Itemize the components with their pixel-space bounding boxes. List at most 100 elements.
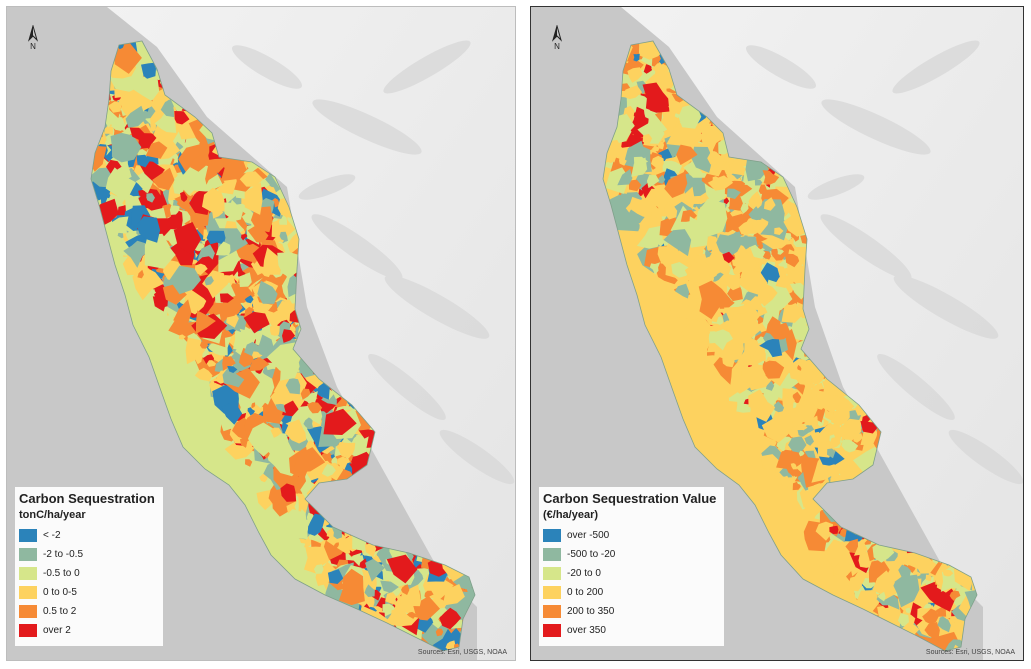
land-patch <box>219 293 234 303</box>
land-patch <box>244 182 263 215</box>
land-patch <box>150 122 156 132</box>
land-patch <box>180 191 188 202</box>
land-patch <box>190 153 210 172</box>
land-patch <box>365 558 385 582</box>
land-patch <box>257 280 278 304</box>
legend-swatch <box>19 548 37 561</box>
land-patch <box>307 402 323 414</box>
map-canvas <box>531 7 1024 661</box>
legend-item: 0 to 0-5 <box>19 583 155 602</box>
land-patch <box>178 334 186 340</box>
legend-title: Carbon Sequestration <box>19 491 155 506</box>
land-patch <box>241 233 248 241</box>
hillshade <box>232 40 515 485</box>
land-patch <box>1020 660 1024 661</box>
land-patch <box>244 295 254 304</box>
land-patch <box>138 189 147 198</box>
north-label: N <box>30 42 36 51</box>
land-patch <box>313 564 324 574</box>
land-patch <box>442 584 465 606</box>
land-patch <box>358 558 368 569</box>
land-patch <box>304 546 334 574</box>
land-patch <box>215 241 231 256</box>
land-patch <box>279 215 287 225</box>
land-patch <box>140 62 156 79</box>
land-patch <box>380 580 399 593</box>
land-patch <box>194 367 213 382</box>
land-patch <box>222 356 236 371</box>
land-patch <box>413 606 429 621</box>
land-patch <box>173 222 202 256</box>
land-patch <box>195 310 216 334</box>
legend-swatch <box>19 586 37 599</box>
land-patch <box>145 193 155 203</box>
land-patch <box>435 628 444 637</box>
legend-label: over 2 <box>43 625 71 636</box>
land-patch <box>195 354 203 365</box>
land-patch <box>113 41 142 74</box>
land-patch <box>104 125 113 135</box>
land-patch <box>333 542 339 549</box>
legend-item: < -2 <box>19 526 155 545</box>
land-patch <box>169 205 180 215</box>
land-patch <box>106 159 122 174</box>
land-patch <box>280 352 300 381</box>
land-patch <box>432 617 440 624</box>
land-patch <box>227 366 238 373</box>
land-patch <box>1023 579 1024 593</box>
land-patch <box>221 401 243 425</box>
land-patch <box>239 436 248 448</box>
map-panel-carbon-sequestration-value: N Carbon Sequestration Value (€/ha/year)… <box>530 6 1024 661</box>
land-patch <box>270 324 280 336</box>
land-patch <box>280 483 297 502</box>
land-patch <box>137 269 144 279</box>
legend-label: -2 to -0.5 <box>43 549 84 560</box>
legend-label: 0.5 to 2 <box>43 606 77 617</box>
legend-label: 0 to 0-5 <box>43 587 77 598</box>
legend-label: < -2 <box>43 530 61 541</box>
land-patch <box>439 607 462 630</box>
land-patch <box>282 400 299 417</box>
north-arrow: N <box>25 24 41 51</box>
land-patch <box>174 111 190 125</box>
land-patch <box>327 569 344 584</box>
land-patch <box>323 408 357 435</box>
land-area <box>601 7 1023 660</box>
land-patch <box>338 442 356 459</box>
land-patch <box>293 447 326 473</box>
land-patch <box>888 660 909 661</box>
land-patch <box>173 299 192 325</box>
land-patch <box>185 162 209 192</box>
land-patch <box>338 568 365 606</box>
legend-swatch <box>19 605 37 618</box>
legend-item: over 2 <box>19 621 155 640</box>
legend-label: -0.5 to 0 <box>43 568 80 579</box>
land-patch <box>123 240 150 268</box>
land-patch <box>248 356 270 372</box>
land-patch <box>244 341 262 357</box>
land-patch <box>129 127 145 141</box>
land-patch <box>252 351 263 359</box>
land-patch <box>386 554 418 584</box>
land-patch <box>424 590 434 599</box>
land-patch <box>282 509 308 540</box>
land-patch <box>303 417 314 430</box>
land-patch <box>206 174 223 195</box>
land-patch <box>176 196 192 212</box>
land-patch <box>110 132 142 163</box>
land-patch <box>321 442 335 455</box>
land-patch <box>194 263 208 276</box>
hillshade <box>746 40 1023 485</box>
land-patch <box>145 141 168 159</box>
land-patch <box>364 584 375 597</box>
land-patch <box>300 388 311 400</box>
land-patch <box>195 256 218 275</box>
land-patch <box>272 198 279 208</box>
legend-item: -0.5 to 0 <box>19 564 155 583</box>
land-patch <box>206 360 217 367</box>
land-patch <box>307 513 326 536</box>
land-patch <box>185 337 206 365</box>
land-patch <box>206 230 226 245</box>
land-patch <box>152 167 175 191</box>
land-patch <box>270 427 282 438</box>
